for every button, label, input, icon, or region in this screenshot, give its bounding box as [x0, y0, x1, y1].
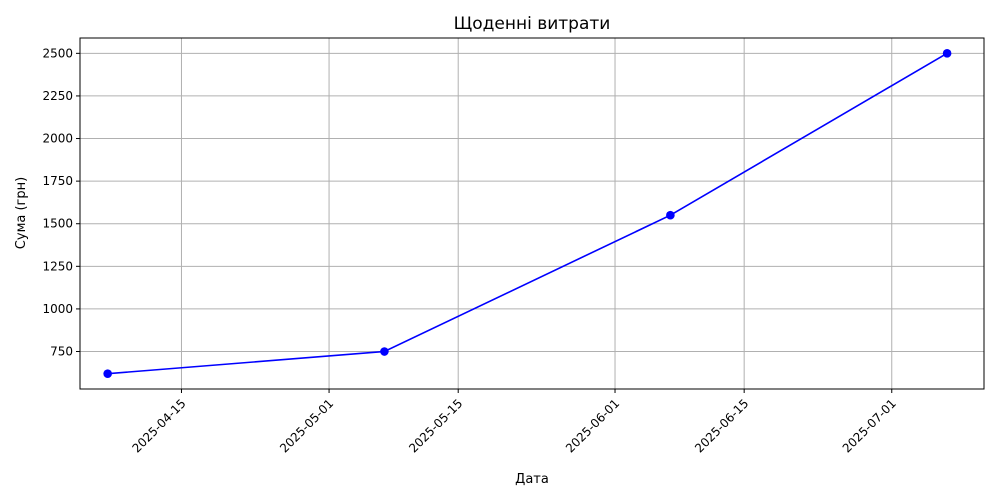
data-point — [380, 347, 389, 356]
y-tick-label: 2000 — [42, 132, 73, 146]
x-tick-label: 2025-06-01 — [563, 396, 622, 455]
plot-area-frame — [79, 37, 985, 390]
x-tick-label: 2025-07-01 — [840, 396, 899, 455]
y-tick-label: 1750 — [42, 174, 73, 188]
series-layer — [103, 49, 952, 378]
chart-title: Щоденні витрати — [454, 14, 611, 34]
y-axis: 750 1000 1250 1500 1750 2000 2250 2500 — [42, 46, 80, 359]
x-tick-label: 2025-05-01 — [277, 396, 336, 455]
y-tick-label: 1000 — [42, 302, 73, 316]
data-point — [942, 49, 952, 58]
x-tick-label: 2025-05-15 — [406, 396, 465, 455]
series-line — [107, 52, 948, 375]
y-tick-label: 2250 — [42, 89, 73, 103]
y-tick-label: 1250 — [42, 259, 73, 273]
y-tick-label: 1500 — [42, 217, 73, 231]
y-axis-title: Сума (грн) — [14, 177, 29, 249]
x-axis-title: Дата — [515, 472, 549, 487]
y-tick-label: 750 — [50, 345, 73, 359]
x-tick-label: 2025-06-15 — [692, 396, 751, 455]
data-point — [103, 369, 112, 378]
y-tick-label: 2500 — [42, 46, 73, 60]
data-point — [666, 210, 675, 220]
x-axis: 2025-04-15 2025-05-01 2025-05-15 2025-06-01… — [129, 389, 899, 456]
grid — [80, 38, 984, 389]
x-tick-label: 2025-04-15 — [129, 396, 188, 455]
